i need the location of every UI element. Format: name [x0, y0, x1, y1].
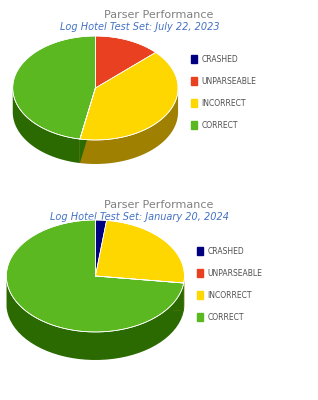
Text: CORRECT: CORRECT: [201, 120, 238, 130]
Bar: [191, 122, 197, 129]
Bar: [197, 270, 203, 277]
Text: CORRECT: CORRECT: [208, 312, 244, 322]
Bar: [191, 78, 197, 85]
Polygon shape: [80, 89, 178, 164]
Text: CRASHED: CRASHED: [208, 246, 245, 256]
Text: Parser Performance: Parser Performance: [104, 10, 214, 20]
Bar: [197, 247, 203, 254]
Polygon shape: [95, 36, 156, 88]
Bar: [191, 55, 197, 62]
Text: UNPARSEABLE: UNPARSEABLE: [201, 76, 256, 86]
Polygon shape: [95, 220, 107, 276]
Text: Log Hotel Test Set: January 20, 2024: Log Hotel Test Set: January 20, 2024: [51, 212, 229, 222]
Text: Log Hotel Test Set: July 22, 2023: Log Hotel Test Set: July 22, 2023: [60, 22, 220, 32]
Text: INCORRECT: INCORRECT: [208, 290, 252, 300]
Polygon shape: [95, 276, 184, 311]
Polygon shape: [80, 88, 95, 163]
Bar: [191, 99, 197, 106]
Text: Parser Performance: Parser Performance: [104, 200, 214, 210]
Polygon shape: [95, 276, 184, 311]
Text: UNPARSEABLE: UNPARSEABLE: [208, 268, 263, 278]
Polygon shape: [7, 280, 184, 360]
Polygon shape: [80, 88, 95, 163]
Polygon shape: [95, 220, 184, 283]
Polygon shape: [13, 36, 95, 139]
Bar: [197, 314, 203, 321]
Text: INCORRECT: INCORRECT: [201, 98, 246, 108]
Polygon shape: [80, 52, 178, 140]
Polygon shape: [6, 220, 184, 332]
Polygon shape: [13, 90, 80, 163]
Text: CRASHED: CRASHED: [201, 54, 238, 64]
Bar: [197, 291, 203, 298]
